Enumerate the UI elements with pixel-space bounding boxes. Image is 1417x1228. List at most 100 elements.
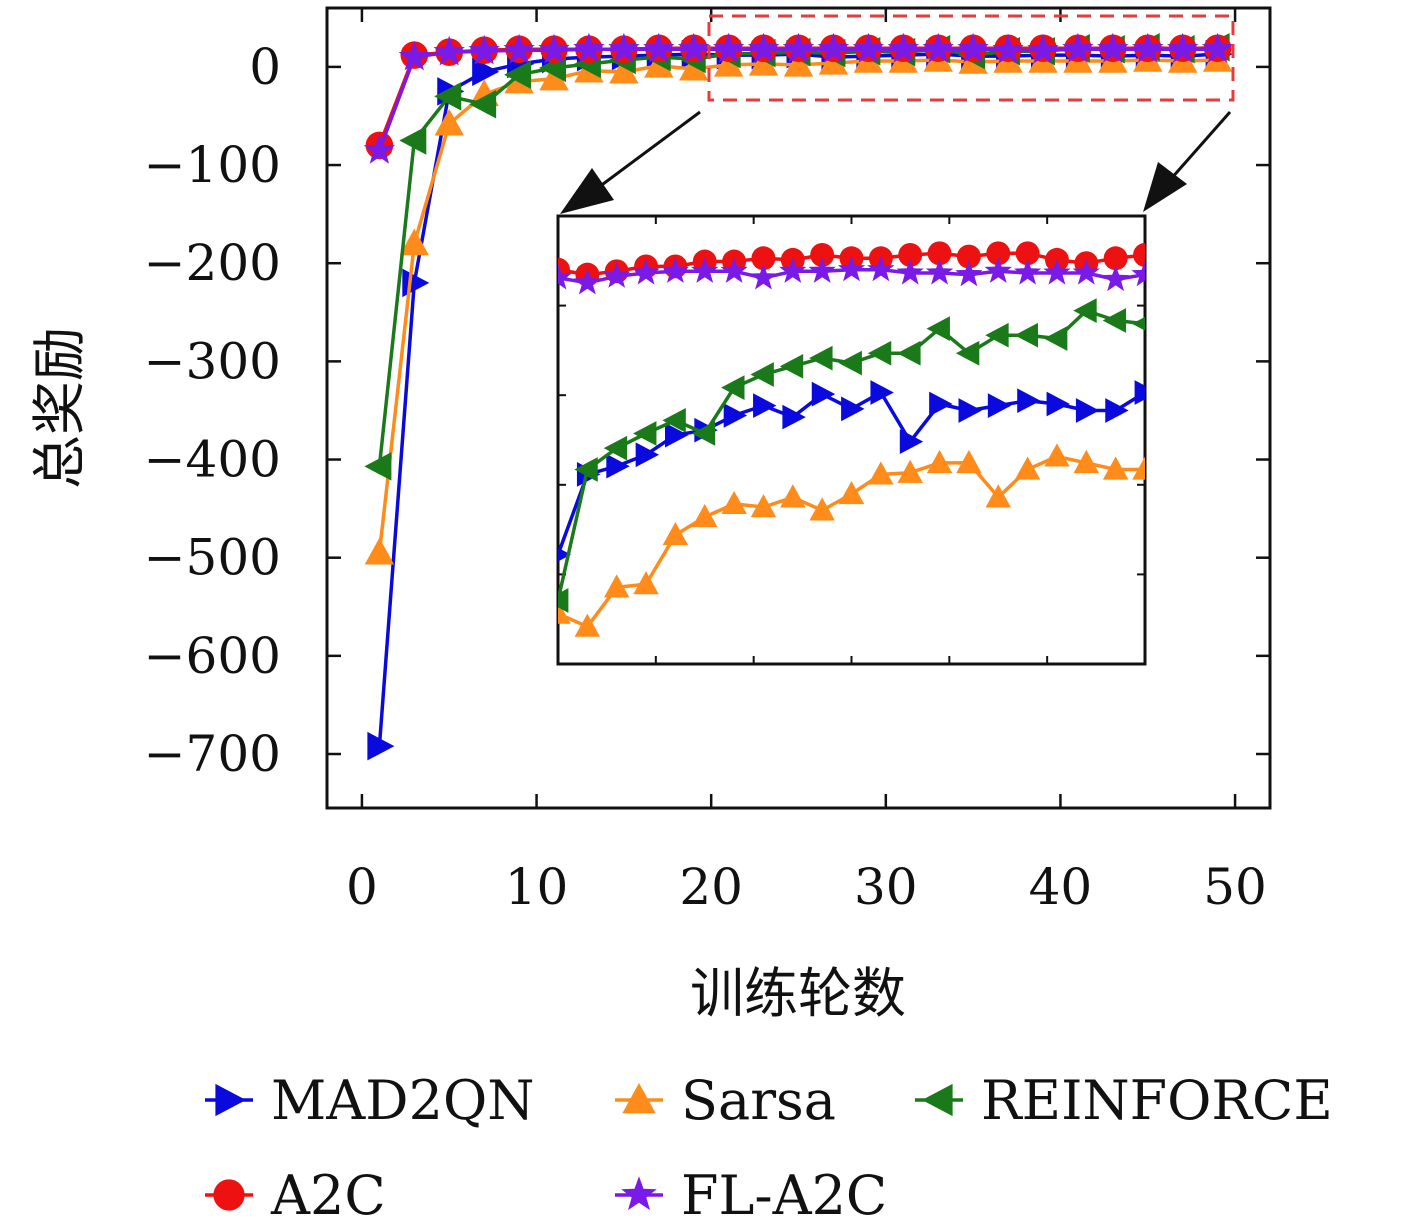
data-point-sarsa	[364, 537, 395, 565]
data-point-fl-a2c	[747, 32, 780, 63]
legend-item-sarsa: Sarsa	[615, 1069, 836, 1132]
inset-point-mad2qn	[782, 404, 806, 430]
inset-series-reinforce	[558, 298, 1145, 613]
y-axis-label: 总奖励	[28, 327, 91, 489]
inset-point-mad2qn	[606, 453, 630, 479]
inset-point-sarsa	[1014, 456, 1041, 480]
inset-point-fl-a2c	[691, 257, 719, 283]
x-tick-label: 0	[346, 858, 378, 916]
inset-point-mad2qn	[1046, 391, 1070, 417]
legend-label: MAD2QN	[271, 1069, 534, 1132]
inset-point-reinforce	[721, 375, 745, 400]
data-point-fl-a2c	[1132, 32, 1164, 63]
inset-point-sarsa	[1102, 456, 1129, 480]
main-series-layer	[363, 32, 1234, 761]
inset-point-sarsa	[780, 484, 806, 508]
inset-point-a2c	[1015, 241, 1040, 266]
inset-point-sarsa	[1132, 456, 1145, 480]
legend-item-reinforce: REINFORCE	[915, 1069, 1333, 1132]
data-point-mad2qn	[367, 731, 395, 761]
inset-point-fl-a2c	[720, 257, 748, 283]
y-tick-label: −700	[144, 725, 281, 783]
inset-point-sarsa	[897, 459, 923, 483]
inset-point-sarsa	[1044, 443, 1070, 467]
zoom-region-box	[707, 14, 1235, 102]
inset-point-sarsa	[692, 503, 718, 528]
inset-point-reinforce	[1014, 322, 1038, 348]
inset-point-reinforce	[1102, 308, 1127, 333]
data-point-fl-a2c	[782, 32, 815, 63]
inset-point-mad2qn	[958, 398, 982, 423]
inset-point-reinforce	[867, 340, 892, 366]
inset-point-fl-a2c	[1014, 258, 1042, 285]
data-point-fl-a2c	[1201, 32, 1234, 63]
inset-point-mad2qn	[753, 393, 777, 418]
inset-point-reinforce	[926, 316, 950, 342]
inset-point-reinforce	[809, 345, 833, 371]
data-point-fl-a2c	[678, 32, 710, 63]
y-axis-ticks: 0 −100 −200 −300 −400 −500 −600 −700	[144, 38, 1270, 783]
inset-point-mad2qn	[1105, 398, 1129, 423]
data-point-reinforce	[469, 89, 497, 119]
data-point-fl-a2c	[957, 32, 989, 63]
inset-point-reinforce	[1132, 316, 1145, 331]
legend-label: REINFORCE	[981, 1069, 1333, 1132]
inset-point-sarsa	[633, 571, 659, 595]
data-point-reinforce	[504, 60, 532, 89]
data-point-fl-a2c	[1097, 32, 1129, 63]
data-point-sarsa	[748, 48, 779, 76]
x-tick-label: 10	[505, 858, 569, 916]
y-tick-label: 0	[249, 38, 281, 96]
inset-point-fl-a2c	[1072, 258, 1100, 285]
inset-point-fl-a2c	[603, 262, 631, 288]
inset-point-mad2qn	[811, 381, 836, 407]
legend-marker-a2c	[213, 1179, 245, 1211]
inset-point-sarsa	[721, 490, 747, 514]
inset-point-mad2qn	[558, 547, 571, 562]
data-point-sarsa	[713, 49, 744, 77]
inset-point-sarsa	[662, 521, 689, 546]
series-fl-a2c	[363, 32, 1234, 164]
x-tick-label: 50	[1203, 858, 1267, 916]
inset-point-reinforce	[1043, 326, 1068, 351]
inset-point-sarsa	[574, 613, 601, 637]
data-point-fl-a2c	[992, 33, 1024, 64]
data-point-fl-a2c	[1167, 32, 1199, 63]
data-point-sarsa	[783, 49, 814, 77]
data-point-fl-a2c	[503, 33, 535, 64]
data-point-sarsa	[399, 228, 430, 256]
inset-point-mad2qn	[929, 391, 953, 417]
legend-marker-mad2qn	[215, 1083, 246, 1117]
data-point-fl-a2c	[468, 34, 500, 65]
legend-marker-sarsa	[622, 1083, 656, 1114]
legend-label: Sarsa	[681, 1069, 836, 1132]
inset-point-mad2qn	[870, 380, 894, 405]
inset-point-reinforce	[1073, 298, 1097, 323]
zoom-arrow-right	[1143, 111, 1232, 212]
inset-point-reinforce	[662, 408, 686, 433]
y-tick-label: −200	[144, 234, 281, 292]
y-tick-label: −300	[144, 332, 281, 390]
legend-marker-reinforce	[922, 1083, 953, 1117]
inset-point-a2c	[1133, 243, 1145, 267]
inset-point-fl-a2c	[808, 257, 836, 283]
legend-item-fl-a2c: FL-A2C	[615, 1164, 887, 1227]
inset-point-mad2qn	[1134, 380, 1145, 405]
data-point-fl-a2c	[433, 35, 465, 66]
inset-point-a2c	[810, 243, 835, 267]
legend: MAD2QN Sarsa REINFORCE A2C FL-A2C	[205, 1069, 1333, 1227]
inset-point-mad2qn	[987, 393, 1012, 418]
legend-label: FL-A2C	[681, 1164, 887, 1227]
data-point-fl-a2c	[1062, 32, 1094, 63]
inset-point-reinforce	[985, 322, 1009, 348]
data-point-fl-a2c	[852, 32, 884, 63]
inset-series-fl-a2c	[558, 255, 1145, 295]
data-point-fl-a2c	[713, 32, 745, 63]
legend-label: A2C	[270, 1164, 386, 1227]
y-tick-label: −600	[144, 627, 281, 685]
data-point-fl-a2c	[398, 40, 430, 71]
y-tick-label: −500	[144, 529, 281, 587]
inset-point-fl-a2c	[837, 255, 866, 282]
inset-point-fl-a2c	[661, 257, 689, 283]
inset-point-fl-a2c	[1043, 258, 1071, 285]
